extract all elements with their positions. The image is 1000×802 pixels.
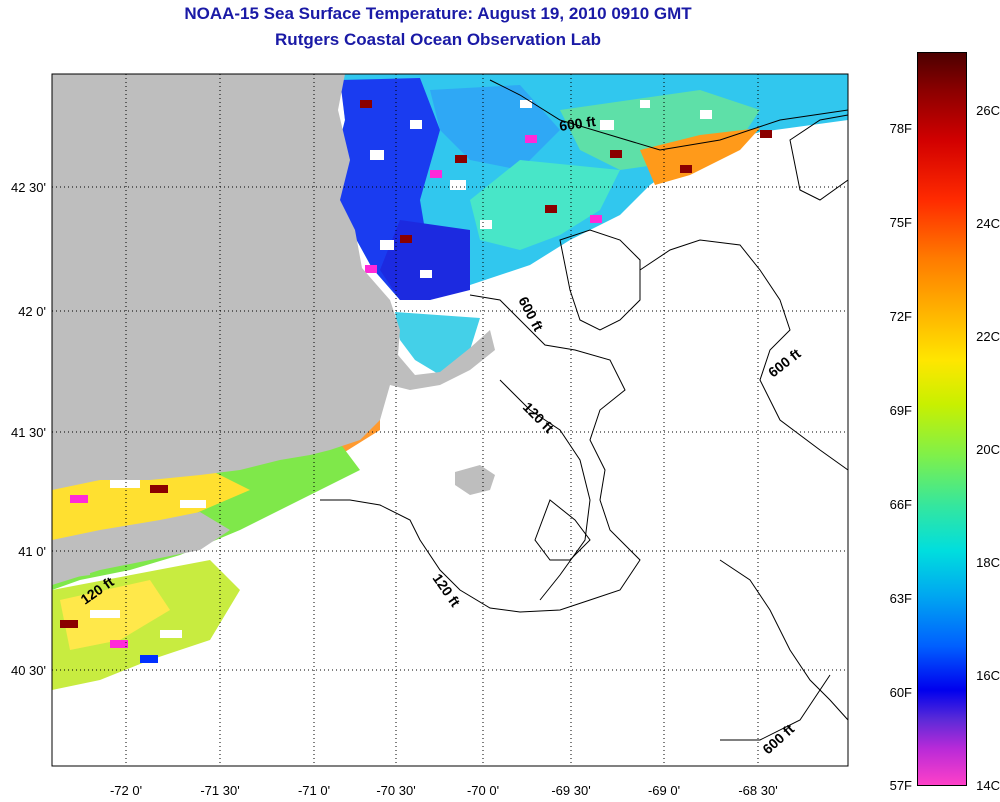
lon-label: -71 0': [298, 783, 330, 798]
map-frame: [51, 73, 849, 767]
latitude-labels: 42 30' 42 0' 41 30' 41 0' 40 30': [11, 180, 46, 678]
depth-contours: [320, 79, 849, 741]
contour-label-600ft-2: 600 ft: [515, 294, 546, 334]
colorbar-f-label: 78F: [889, 121, 912, 136]
cloud-mask: [90, 100, 712, 638]
lon-label: -70 30': [376, 783, 415, 798]
colorbar-f-label: 75F: [889, 215, 912, 230]
map-title: NOAA-15 Sea Surface Temperature: August …: [184, 4, 692, 23]
lon-label: -72 0': [110, 783, 142, 798]
contour-label-600ft-1: 600 ft: [558, 113, 597, 134]
colorbar-c-label: 24C: [976, 216, 1000, 231]
colorbar-f-label: 60F: [889, 685, 912, 700]
lon-label: -69 30': [551, 783, 590, 798]
lon-label: -68 30': [738, 783, 777, 798]
lat-label: 42 30': [11, 180, 46, 195]
colorbar-c-label: 18C: [976, 555, 1000, 570]
colorbar-c-label: 20C: [976, 442, 1000, 457]
colorbar-f-label: 57F: [889, 778, 912, 793]
contour-label-120ft-2: 120 ft: [430, 571, 464, 610]
longitude-labels: -72 0' -71 30' -71 0' -70 30' -70 0' -69…: [110, 783, 778, 798]
contour-label-600ft-3: 600 ft: [765, 345, 804, 380]
contour-label-600ft-4: 600 ft: [759, 721, 797, 758]
colorbar-f-label: 69F: [889, 403, 912, 418]
colorbar-c-label: 22C: [976, 329, 1000, 344]
lat-label: 41 0': [18, 544, 46, 559]
lon-label: -69 0': [648, 783, 680, 798]
lat-label: 41 30': [11, 425, 46, 440]
colorbar-c-label: 26C: [976, 103, 1000, 118]
lat-label: 42 0': [18, 304, 46, 319]
temperature-colorbar: [917, 52, 967, 786]
colorbar-f-label: 72F: [889, 309, 912, 324]
colorbar-f-label: 63F: [889, 591, 912, 606]
contour-label-120ft-1: 120 ft: [520, 399, 557, 436]
map-subtitle: Rutgers Coastal Ocean Observation Lab: [275, 30, 601, 49]
colorbar-c-label: 14C: [976, 778, 1000, 793]
land: [52, 74, 495, 585]
colorbar-f-label: 66F: [889, 497, 912, 512]
lon-label: -71 30': [200, 783, 239, 798]
lat-label: 40 30': [11, 663, 46, 678]
graticule: [52, 74, 848, 766]
colorbar-c-label: 16C: [976, 668, 1000, 683]
lon-label: -70 0': [467, 783, 499, 798]
